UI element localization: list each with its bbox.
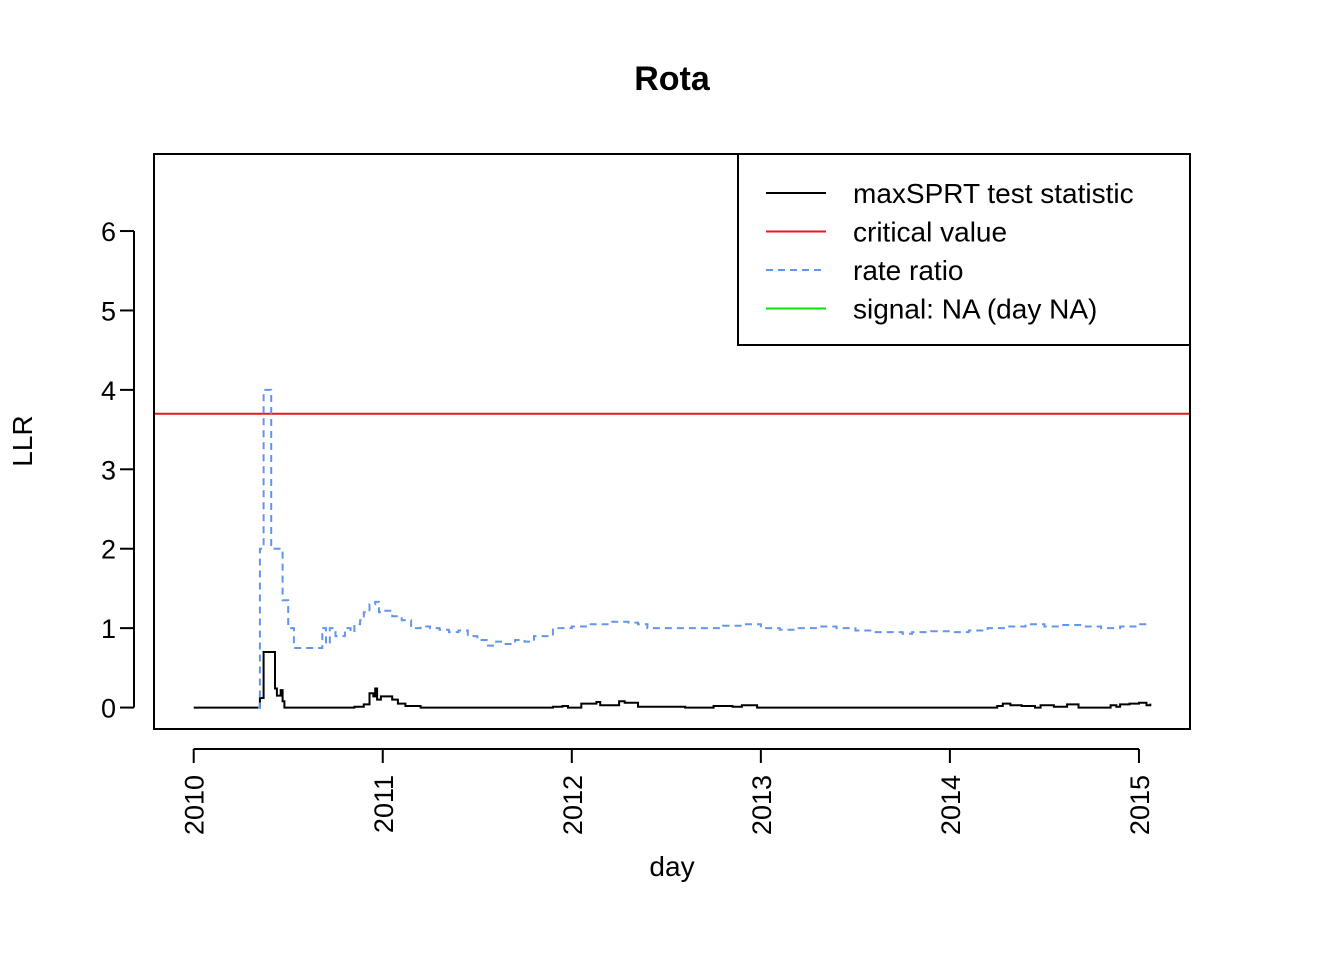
plot-area [153,153,1191,730]
legend: maxSPRT test statistic critical value rate… [737,153,1191,346]
x-tick-label: 2014 [936,775,966,835]
y-tick-label: 5 [101,296,116,326]
y-tick-label: 1 [101,614,116,644]
x-tick-label: 2011 [369,775,399,833]
legend-label: signal: NA (day NA) [853,294,1097,325]
x-axis: 2010 2011 2012 2013 2014 2015 [180,748,1155,835]
x-tick-label: 2012 [558,775,588,835]
legend-label: critical value [853,217,1007,248]
x-tick-label: 2010 [180,775,210,835]
y-tick-label: 0 [101,694,116,724]
y-tick-label: 6 [101,217,116,247]
y-axis: 0 1 2 3 4 5 6 [101,217,135,724]
x-tick-label: 2013 [747,775,777,835]
chart-title: Rota [634,60,711,98]
series-line-2 [258,388,1149,709]
y-tick-label: 3 [101,455,116,485]
legend-label: maxSPRT test statistic [853,178,1134,209]
x-tick-label: 2015 [1125,775,1155,835]
legend-label: rate ratio [853,255,964,286]
series-line-1 [193,651,1152,709]
y-tick-label: 2 [101,535,116,565]
plot-frame [153,153,1191,730]
y-tick-label: 4 [101,376,116,406]
y-axis-label: LLR [7,415,38,466]
legend-box [737,153,1191,346]
x-axis-label: day [649,851,694,882]
